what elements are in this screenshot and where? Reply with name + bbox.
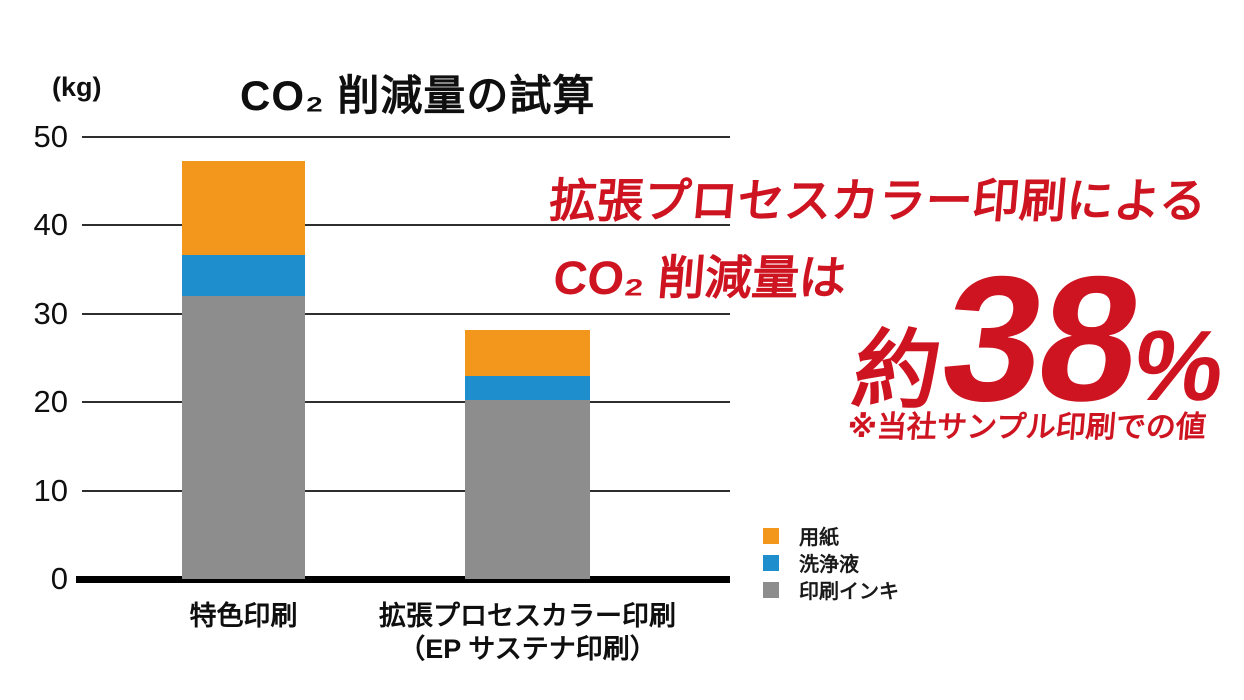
legend-row-ink: 印刷インキ [763, 575, 899, 604]
x-category-label-line: 特色印刷 [189, 601, 298, 631]
legend-label-ink: 印刷インキ [799, 581, 899, 603]
bar-segment-paper [465, 329, 590, 376]
stacked-bar-1 [465, 0, 590, 579]
gridline-30 [82, 312, 730, 315]
gridline-10 [82, 489, 730, 492]
bar-segment-wash [182, 254, 305, 297]
legend-swatch-paper [763, 527, 779, 544]
y-tick-label-0: 0 [50, 561, 68, 596]
annotation-percent-sign: % [1126, 310, 1232, 422]
gridline-50 [82, 136, 730, 138]
x-axis-line [76, 576, 730, 583]
annotation-footnote: ※当社サンプル印刷での値 [846, 411, 1208, 444]
chart-title: CO₂ 削減量の試算 [240, 72, 596, 119]
y-tick-label-20: 20 [33, 384, 68, 420]
x-category-label-1: 拡張プロセスカラー印刷 （EP サステナ印刷） [278, 600, 778, 666]
bar-segment-paper [182, 160, 305, 255]
legend-row-wash: 洗浄液 [763, 548, 859, 577]
y-tick-label-40: 40 [33, 207, 68, 243]
gridline-40 [82, 224, 730, 227]
stacked-bar-0 [182, 0, 305, 579]
legend-row-paper: 用紙 [763, 521, 839, 550]
legend-swatch-wash [763, 554, 779, 571]
x-category-label-line: 拡張プロセスカラー印刷 [379, 601, 676, 631]
x-category-label-0: 特色印刷 [0, 600, 494, 633]
y-tick-label-10: 10 [33, 472, 68, 508]
legend-label-wash: 洗浄液 [799, 554, 859, 576]
x-category-label-line: （EP サステナ印刷） [398, 634, 657, 664]
y-tick-label-30: 30 [33, 295, 68, 331]
legend-label-paper: 用紙 [799, 527, 839, 549]
y-axis-unit-label: (kg) [52, 72, 102, 102]
bar-segment-wash [465, 375, 590, 400]
annotation-subline: CO₂ 削減量は [551, 251, 849, 304]
gridline-20 [82, 401, 730, 404]
bar-segment-ink [182, 296, 305, 579]
annotation-headline: 拡張プロセスカラー印刷による [547, 174, 1209, 227]
y-tick-label-50: 50 [33, 119, 68, 154]
bar-segment-ink [465, 399, 590, 579]
legend-swatch-ink [763, 581, 779, 598]
